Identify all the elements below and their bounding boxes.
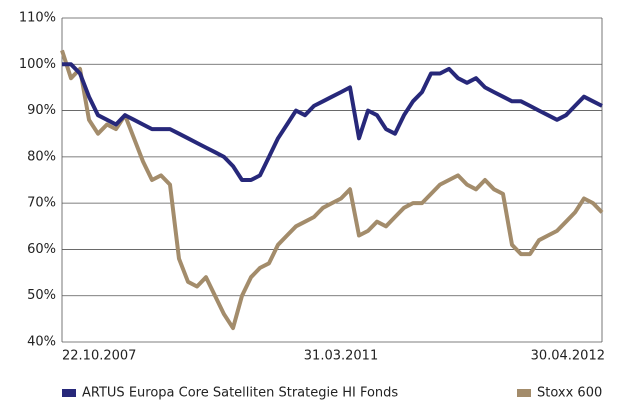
legend-label: ARTUS Europa Core Satelliten Strategie H… [82, 386, 398, 400]
y-tick-label: 60% [27, 242, 56, 257]
legend-label: Stoxx 600 [537, 386, 602, 400]
y-tick-label: 100% [19, 57, 56, 72]
x-tick-label: 31.03.2011 [304, 349, 378, 364]
series-line [62, 62, 603, 182]
y-tick-label: 80% [27, 149, 56, 164]
legend-swatch [62, 389, 76, 397]
x-tick-label: 22.10.2007 [62, 349, 136, 364]
legend-swatch [517, 389, 531, 397]
series-line [60, 49, 604, 331]
x-tick-label: 30.04.2012 [531, 349, 605, 364]
y-tick-label: 70% [27, 196, 56, 211]
y-tick-label: 50% [27, 288, 56, 303]
y-tick-label: 110% [19, 11, 56, 26]
y-tick-label: 40% [27, 335, 56, 350]
y-tick-label: 90% [27, 103, 56, 118]
